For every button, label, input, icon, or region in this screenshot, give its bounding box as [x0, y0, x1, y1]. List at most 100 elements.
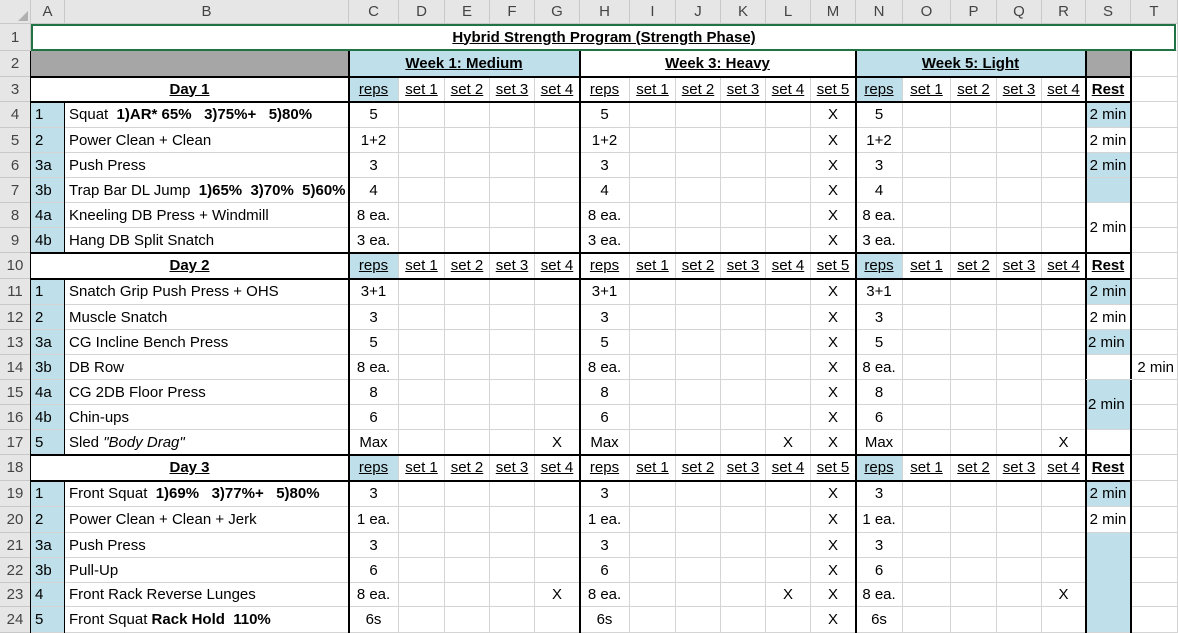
week-3-header[interactable]: Week 3: Heavy	[580, 51, 856, 77]
rest-gray-block[interactable]	[1086, 51, 1131, 77]
exercise-name[interactable]: Muscle Snatch	[65, 305, 349, 330]
week1-cell[interactable]: 3 ea.	[349, 228, 399, 253]
week1-cell[interactable]	[399, 330, 445, 355]
week3-cell[interactable]	[630, 533, 676, 558]
week5-cell[interactable]	[997, 607, 1042, 633]
week5-cell[interactable]	[1042, 153, 1086, 178]
week5-cell[interactable]	[997, 405, 1042, 430]
week1-cell[interactable]	[490, 330, 535, 355]
exercise-name[interactable]: Power Clean + Clean + Jerk	[65, 507, 349, 533]
week1-cell[interactable]: 4	[349, 178, 399, 203]
column-header-k[interactable]: K	[721, 0, 766, 24]
week1-cell[interactable]	[445, 128, 490, 153]
week1-cell[interactable]	[490, 583, 535, 607]
week3-cell[interactable]	[721, 228, 766, 253]
week5-cell[interactable]	[903, 558, 951, 583]
week5-cell[interactable]: 8 ea.	[856, 355, 903, 380]
exercise-number[interactable]: 4b	[31, 228, 65, 253]
empty-cell[interactable]	[1131, 380, 1178, 405]
week5-cell[interactable]	[1042, 355, 1086, 380]
week5-cell[interactable]	[903, 355, 951, 380]
rest-cell[interactable]: 2 min	[1086, 203, 1131, 253]
exercise-number[interactable]: 3b	[31, 355, 65, 380]
week5-cell[interactable]	[951, 481, 997, 507]
week3-cell[interactable]	[766, 607, 811, 633]
rest-cell[interactable]: 2 min	[1086, 153, 1131, 178]
exercise-name[interactable]: Hang DB Split Snatch	[65, 228, 349, 253]
week3-cell[interactable]	[766, 203, 811, 228]
column-header-g[interactable]: G	[535, 0, 580, 24]
week5-cell[interactable]: 6	[856, 558, 903, 583]
week1-cell[interactable]	[399, 607, 445, 633]
week3-cell[interactable]: 1 ea.	[580, 507, 630, 533]
week5-cell[interactable]: 3	[856, 533, 903, 558]
week3-cell[interactable]	[630, 430, 676, 455]
week5-cell[interactable]	[903, 607, 951, 633]
week5-subheader-set-2[interactable]: set 2	[951, 253, 997, 279]
week5-subheader-set-1[interactable]: set 1	[903, 77, 951, 102]
exercise-name[interactable]: Push Press	[65, 533, 349, 558]
week1-cell[interactable]	[490, 380, 535, 405]
row-header-6[interactable]: 6	[0, 153, 31, 178]
week5-cell[interactable]	[997, 128, 1042, 153]
week1-cell[interactable]	[445, 203, 490, 228]
week5-cell[interactable]	[951, 305, 997, 330]
week3-cell[interactable]	[676, 279, 721, 305]
week3-cell[interactable]	[721, 128, 766, 153]
column-header-o[interactable]: O	[903, 0, 951, 24]
week1-cell[interactable]	[399, 507, 445, 533]
week1-subheader-reps[interactable]: reps	[349, 77, 399, 102]
week1-subheader-set-2[interactable]: set 2	[445, 455, 490, 481]
exercise-number[interactable]: 1	[31, 102, 65, 128]
week3-cell[interactable]	[676, 507, 721, 533]
week3-cell[interactable]	[630, 507, 676, 533]
week1-cell[interactable]	[445, 533, 490, 558]
week3-cell[interactable]: 6	[580, 405, 630, 430]
week3-cell[interactable]	[766, 558, 811, 583]
week1-subheader-set-4[interactable]: set 4	[535, 455, 580, 481]
exercise-number[interactable]: 1	[31, 481, 65, 507]
week1-cell[interactable]: 1 ea.	[349, 507, 399, 533]
week-1-header[interactable]: Week 1: Medium	[349, 51, 580, 77]
week1-cell[interactable]	[399, 533, 445, 558]
week5-cell[interactable]	[951, 279, 997, 305]
week1-cell[interactable]: Max	[349, 430, 399, 455]
empty-cell[interactable]	[1131, 228, 1178, 253]
week3-subheader-set-2[interactable]: set 2	[676, 455, 721, 481]
week5-cell[interactable]	[951, 583, 997, 607]
rest-cell[interactable]	[1086, 533, 1131, 633]
column-header-e[interactable]: E	[445, 0, 490, 24]
week5-cell[interactable]	[951, 533, 997, 558]
week3-cell[interactable]	[721, 279, 766, 305]
week1-cell[interactable]	[535, 481, 580, 507]
week3-cell[interactable]	[630, 203, 676, 228]
week5-cell[interactable]	[903, 583, 951, 607]
week5-cell[interactable]	[903, 481, 951, 507]
week5-cell[interactable]	[903, 203, 951, 228]
week3-cell[interactable]: X	[811, 430, 856, 455]
week3-subheader-set-4[interactable]: set 4	[766, 77, 811, 102]
week3-cell[interactable]	[766, 533, 811, 558]
column-header-m[interactable]: M	[811, 0, 856, 24]
week3-cell[interactable]: 3	[580, 481, 630, 507]
week3-subheader-set-4[interactable]: set 4	[766, 455, 811, 481]
week1-cell[interactable]	[445, 558, 490, 583]
row-header-2[interactable]: 2	[0, 51, 31, 77]
week1-cell[interactable]	[535, 178, 580, 203]
week3-cell[interactable]	[721, 102, 766, 128]
column-header-a[interactable]: A	[31, 0, 65, 24]
exercise-number[interactable]: 5	[31, 430, 65, 455]
week1-cell[interactable]	[399, 305, 445, 330]
empty-cell[interactable]	[1131, 203, 1178, 228]
week3-cell[interactable]: X	[811, 102, 856, 128]
week1-cell[interactable]	[445, 355, 490, 380]
week5-cell[interactable]: 5	[856, 330, 903, 355]
week1-cell[interactable]	[399, 481, 445, 507]
row-header-13[interactable]: 13	[0, 330, 31, 355]
week5-cell[interactable]	[997, 330, 1042, 355]
rest-cell[interactable]	[1086, 430, 1131, 455]
week3-cell[interactable]	[630, 558, 676, 583]
exercise-number[interactable]: 3a	[31, 533, 65, 558]
week3-subheader-set-1[interactable]: set 1	[630, 253, 676, 279]
week3-cell[interactable]	[721, 355, 766, 380]
